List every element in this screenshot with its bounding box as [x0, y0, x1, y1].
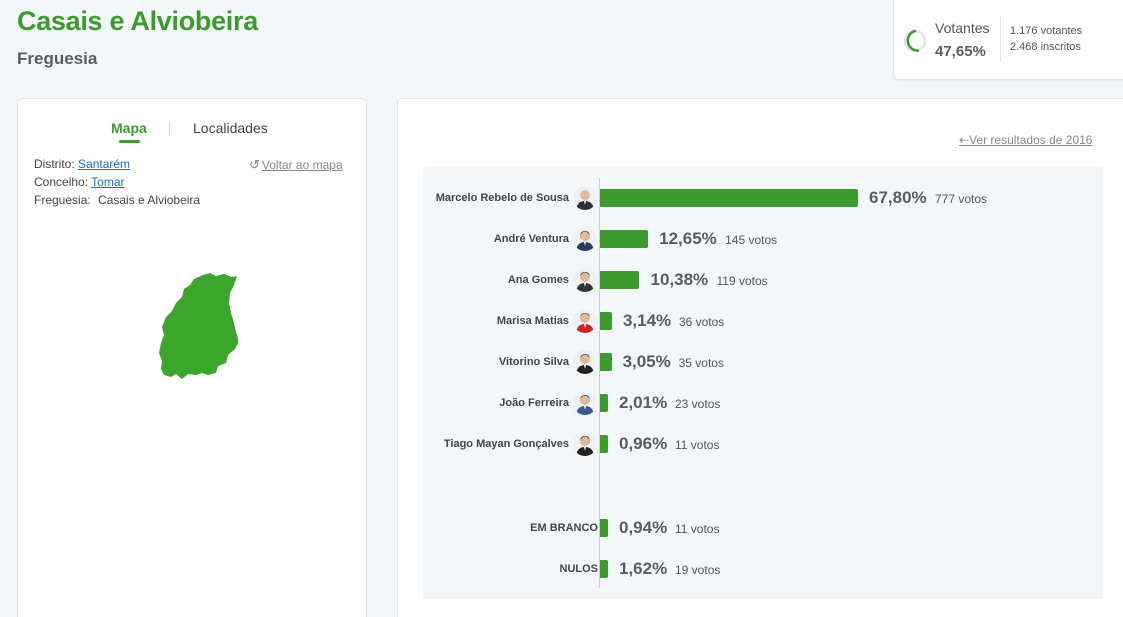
page-subtitle: Freguesia — [17, 49, 98, 68]
result-percent: 3,14% — [622, 311, 672, 330]
council-label: Concelho: — [34, 175, 89, 189]
candidate-name: NULOS — [559, 563, 599, 575]
result-row[interactable]: Marcelo Rebelo de Sousa 67,80% 777 votos — [423, 183, 1103, 213]
parish-value: Casais e Alviobeira — [98, 193, 201, 207]
turnout-percent: 47,65% — [935, 43, 986, 60]
turnout-card: Votantes 47,65% 1.176 votantes 2.468 ins… — [893, 0, 1123, 80]
candidate-name: Marcelo Rebelo de Sousa — [435, 192, 569, 204]
candidate-avatar — [573, 350, 597, 374]
parish-map[interactable] — [158, 269, 238, 381]
turnout-voters: 1.176 votantes — [1010, 25, 1083, 37]
result-bar — [600, 560, 608, 578]
result-row[interactable]: Ana Gomes 10,38% 119 votos — [423, 265, 1103, 295]
undo-icon: ↺ — [249, 157, 260, 172]
result-percent: 12,65% — [659, 229, 717, 248]
candidate-avatar — [573, 186, 597, 210]
result-bar — [600, 435, 608, 453]
candidate-avatar — [573, 309, 597, 333]
arrow-left-icon: ⇠ — [959, 133, 970, 147]
back-to-map-link[interactable]: ↺ Voltar ao mapa — [249, 157, 343, 173]
result-percent: 0,96% — [619, 434, 668, 453]
result-votes: 19 votos — [675, 563, 721, 577]
candidate-avatar — [573, 391, 597, 415]
results-panel: ⇠Ver resultados de 2016 Marcelo Rebelo d… — [397, 98, 1123, 617]
result-percent: 10,38% — [650, 270, 709, 289]
result-percent: 2,01% — [619, 393, 668, 412]
result-votes: 777 votos — [935, 192, 988, 206]
result-percent: 67,80% — [869, 188, 927, 207]
result-votes: 119 votos — [716, 274, 768, 288]
tab-active-indicator — [119, 140, 140, 143]
chart-axis-line — [599, 178, 600, 588]
tab-separator — [169, 122, 170, 135]
result-votes: 35 votos — [678, 356, 724, 370]
result-row[interactable]: EM BRANCO 0,94% 11 votos — [423, 513, 1103, 543]
result-votes: 23 votos — [675, 397, 721, 411]
result-bar — [600, 312, 612, 330]
turnout-registered: 2.468 inscritos — [1010, 41, 1081, 53]
result-row[interactable]: NULOS 1,62% 19 votos — [423, 554, 1103, 584]
district-label: Distrito: — [34, 157, 75, 171]
parish-label: Freguesia: — [34, 193, 91, 207]
candidate-name: Marisa Matias — [496, 315, 569, 327]
result-votes: 11 votos — [675, 438, 720, 452]
candidate-name: Ana Gomes — [507, 274, 569, 286]
result-row[interactable]: Vitorino Silva 3,05% 35 votos — [423, 347, 1103, 377]
result-bar — [600, 394, 608, 412]
result-bar — [600, 271, 640, 289]
back-to-map-label: Voltar ao mapa — [261, 158, 343, 172]
result-percent: 0,94% — [619, 518, 668, 537]
parish-row: Freguesia: Casais e Alviobeira — [34, 193, 200, 207]
tab-map[interactable]: Mapa — [111, 120, 147, 136]
turnout-divider — [1000, 16, 1001, 62]
candidate-name: João Ferreira — [499, 397, 569, 409]
result-row[interactable]: Marisa Matias 3,14% 36 votos — [423, 306, 1103, 336]
results-chart: Marcelo Rebelo de Sousa 67,80% 777 votos An… — [423, 166, 1103, 599]
page-title: Casais e Alviobeira — [17, 6, 258, 36]
district-link[interactable]: Santarém — [78, 157, 131, 171]
district-row: Distrito: Santarém — [34, 157, 130, 171]
result-votes: 145 votos — [725, 233, 778, 247]
result-row[interactable]: Tiago Mayan Gonçalves 0,96% 11 votos — [423, 429, 1103, 459]
candidate-avatar — [573, 268, 597, 292]
result-bar — [600, 189, 858, 207]
result-votes: 36 votos — [678, 315, 725, 329]
candidate-avatar — [573, 227, 597, 251]
see-previous-label: Ver resultados de 2016 — [969, 133, 1093, 147]
turnout-label: Votantes — [935, 20, 990, 36]
location-panel: Mapa Localidades Distrito: Santarém ↺ Vol… — [17, 98, 367, 617]
result-row[interactable]: André Ventura 12,65% 145 votos — [423, 224, 1103, 254]
council-link[interactable]: Tomar — [91, 175, 125, 189]
tab-localidades[interactable]: Localidades — [193, 120, 268, 136]
result-bar — [600, 353, 612, 371]
result-bar — [600, 519, 608, 537]
result-row[interactable]: João Ferreira 2,01% 23 votos — [423, 388, 1103, 418]
candidate-name: EM BRANCO — [530, 522, 598, 534]
candidate-name: Vitorino Silva — [498, 356, 569, 368]
council-row: Concelho: Tomar — [34, 175, 125, 189]
result-bar — [600, 230, 649, 248]
candidate-name: André Ventura — [493, 233, 569, 245]
candidate-name: Tiago Mayan Gonçalves — [443, 438, 569, 450]
see-previous-results-link[interactable]: ⇠Ver resultados de 2016 — [959, 133, 1092, 147]
result-percent: 3,05% — [622, 352, 671, 371]
turnout-ring-icon — [903, 29, 927, 53]
result-percent: 1,62% — [619, 559, 668, 578]
candidate-avatar — [573, 432, 597, 456]
result-votes: 11 votos — [675, 522, 720, 536]
